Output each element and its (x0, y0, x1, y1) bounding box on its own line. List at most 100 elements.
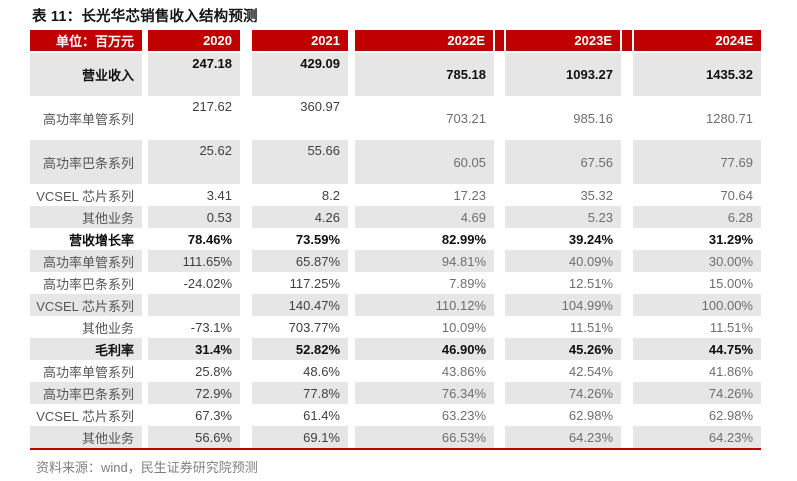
row-label: VCSEL 芯片系列 (30, 294, 142, 316)
table-cell: 40.09% (505, 250, 621, 272)
column-gap (240, 140, 252, 184)
table-cell: 64.23% (633, 426, 761, 448)
column-gap (142, 140, 148, 184)
table-cell: 6.28 (633, 206, 761, 228)
table-row: 其他业务 56.6% 69.1% 66.53% 64.23% 64.23% (30, 426, 761, 448)
column-gap (348, 140, 355, 184)
column-gap (494, 250, 505, 272)
column-gap (240, 30, 252, 53)
table-cell: 25.8% (195, 363, 232, 379)
column-gap (494, 228, 505, 250)
column-header-2023e: 2023E (505, 30, 621, 53)
column-gap (142, 294, 148, 316)
column-gap (621, 360, 633, 382)
column-gap (494, 382, 505, 404)
table-cell: 60.05 (355, 140, 494, 184)
table-row: 营收增长率 78.46% 73.59% 82.99% 39.24% 31.29% (30, 228, 761, 250)
column-gap (240, 382, 252, 404)
table-cell: 67.3% (195, 407, 232, 423)
column-gap (240, 250, 252, 272)
column-gap (240, 96, 252, 140)
table-row: 高功率巴条系列 72.9% 77.8% 76.34% 74.26% 74.26% (30, 382, 761, 404)
table-cell: 77.69 (633, 140, 761, 184)
table-cell: 11.51% (709, 319, 753, 335)
table-row: 高功率单管系列 217.62 360.97 703.21 985.16 1280.71 (30, 96, 761, 140)
table-cell: 31.4% (148, 338, 240, 360)
table-cell: 247.18 (148, 52, 240, 96)
table-row: 毛利率 31.4% 52.82% 46.90% 45.26% 44.75% (30, 338, 761, 360)
column-gap (348, 206, 355, 228)
table-cell: 104.99% (505, 294, 621, 316)
table-cell: 82.99% (441, 231, 486, 247)
table-cell: 429.09 (252, 52, 348, 96)
column-gap (621, 426, 633, 448)
table-row: VCSEL 芯片系列 140.47% 110.12% 104.99% 100.00% (30, 294, 761, 316)
column-gap (240, 184, 252, 206)
table-row: VCSEL 芯片系列 67.3% 61.4% 63.23% 62.98% 62.98% (30, 404, 761, 426)
table-cell: 3.41 (206, 187, 232, 203)
table-cell: 1093.27 (505, 52, 621, 96)
row-label: 其他业务 (30, 206, 142, 228)
row-label: 毛利率 (30, 338, 142, 360)
column-gap (240, 316, 252, 338)
table-cell: 15.00% (708, 275, 753, 291)
column-gap (621, 404, 633, 426)
column-gap (494, 272, 505, 294)
column-gap (494, 360, 505, 382)
column-gap (493, 30, 506, 53)
table-cell: 703.21 (446, 110, 486, 126)
table-cell: 110.12% (355, 294, 494, 316)
table-cell: 111.65% (148, 250, 240, 272)
table-cell: 0.53 (148, 206, 240, 228)
column-gap (142, 250, 148, 272)
column-header-2021: 2021 (252, 30, 348, 53)
column-gap (620, 30, 634, 53)
table-cell: -24.02% (183, 275, 232, 291)
column-gap (142, 228, 148, 250)
table-cell: 7.89% (449, 275, 486, 291)
table-cell: 66.53% (355, 426, 494, 448)
column-gap (348, 338, 355, 360)
table-row: 高功率巴条系列 -24.02% 117.25% 7.89% 12.51% 15.00% (30, 272, 761, 294)
row-label: 其他业务 (81, 320, 134, 336)
table-cell: 30.00% (633, 250, 761, 272)
column-gap (494, 140, 505, 184)
row-label: VCSEL 芯片系列 (36, 188, 134, 204)
table-cell: 73.59% (295, 231, 340, 247)
column-gap (494, 338, 505, 360)
bottom-red-line (30, 448, 761, 450)
column-gap (240, 338, 252, 360)
column-gap (494, 404, 505, 426)
column-gap (142, 360, 148, 382)
column-gap (621, 338, 633, 360)
table-cell: 4.69 (355, 206, 494, 228)
column-gap (621, 184, 633, 206)
column-gap (348, 360, 355, 382)
row-label: 高功率单管系列 (42, 111, 134, 127)
column-gap (621, 206, 633, 228)
table-cell: 217.62 (192, 99, 232, 114)
column-gap (240, 426, 252, 448)
table-title: 表 11：长光华芯销售收入结构预测 (32, 9, 258, 25)
column-gap (240, 404, 252, 426)
table-cell: 8.2 (321, 187, 340, 203)
column-gap (348, 382, 355, 404)
row-label: 高功率巴条系列 (42, 276, 134, 292)
table-cell: 52.82% (252, 338, 348, 360)
column-gap (621, 250, 633, 272)
column-gap (142, 30, 148, 53)
column-gap (348, 404, 355, 426)
column-gap (621, 140, 633, 184)
column-header-unit: 单位：百万元 (30, 30, 142, 53)
table-cell: 25.62 (148, 140, 240, 184)
table-cell: 55.66 (252, 140, 348, 184)
table-cell: 703.77% (288, 319, 340, 335)
column-gap (348, 426, 355, 448)
revenue-forecast-table: 单位：百万元 2020 2021 2022E 2023E 2024E 营业收入 2… (30, 30, 761, 448)
column-gap (348, 294, 355, 316)
table-body: 营业收入 247.18 429.09 785.18 1093.27 1435.32 高功率单… (30, 52, 761, 448)
column-gap (142, 184, 148, 206)
column-gap (348, 96, 355, 140)
column-header-2022e: 2022E (355, 30, 494, 53)
